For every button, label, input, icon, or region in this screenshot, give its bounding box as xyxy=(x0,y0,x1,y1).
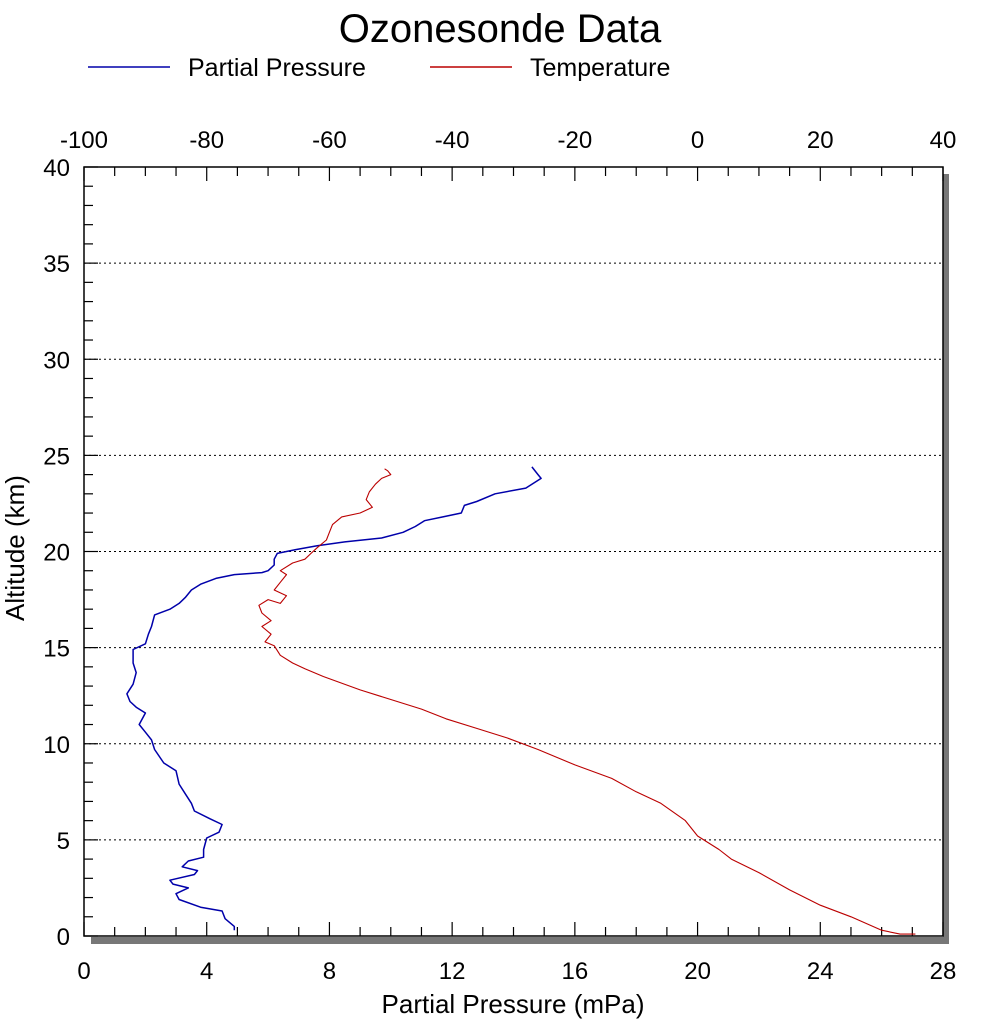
legend-label-temperature: Temperature xyxy=(530,54,670,82)
x-axis-label: Partial Pressure (mPa) xyxy=(382,989,645,1019)
series-line-partial-pressure xyxy=(126,466,542,931)
legend-label-partial-pressure: Partial Pressure xyxy=(188,54,366,82)
y-tick-label: 40 xyxy=(43,155,70,182)
y-tick-label: 20 xyxy=(43,540,70,567)
y-tick-label: 15 xyxy=(43,636,70,663)
legend: Partial Pressure Temperature xyxy=(88,54,670,82)
y-tick-label: 30 xyxy=(43,347,70,374)
x-bottom-tick-label: 4 xyxy=(200,958,213,985)
x-top-tick-label: -40 xyxy=(435,127,470,154)
x-top-tick-label: -100 xyxy=(60,127,108,154)
x-top-tick-label: 0 xyxy=(691,127,704,154)
x-bottom-tick-label: 20 xyxy=(684,958,711,985)
series-line-temperature xyxy=(258,468,916,935)
x-bottom-tick-label: 24 xyxy=(807,958,834,985)
x-top-tick-label: 20 xyxy=(807,127,834,154)
y-tick-label: 5 xyxy=(57,828,70,855)
y-tick-label: 10 xyxy=(43,732,70,759)
x-bottom-tick-label: 0 xyxy=(77,958,90,985)
chart-title: Ozonesonde Data xyxy=(339,7,662,51)
x-top-tick-label: -60 xyxy=(312,127,347,154)
x-bottom-tick-label: 16 xyxy=(562,958,589,985)
y-tick-label: 35 xyxy=(43,251,70,278)
x-bottom-tick-label: 28 xyxy=(930,958,957,985)
x-bottom-tick-label: 12 xyxy=(439,958,466,985)
plot-shadow xyxy=(91,174,949,944)
gridlines xyxy=(84,262,943,841)
y-axis-label: Altitude (km) xyxy=(0,475,30,621)
y-tick-label: 25 xyxy=(43,443,70,470)
x-bottom-tick-label: 8 xyxy=(323,958,336,985)
axis-tick-labels: 0 5 10 15 20 25 30 35 40 0 4 8 12 16 20 24 28 -100 -80 -60 -… xyxy=(43,127,956,985)
x-top-tick-label: -20 xyxy=(558,127,593,154)
x-top-tick-label: -80 xyxy=(189,127,224,154)
y-tick-label: 0 xyxy=(57,924,70,951)
x-top-tick-label: 40 xyxy=(930,127,957,154)
data-series xyxy=(126,466,916,935)
